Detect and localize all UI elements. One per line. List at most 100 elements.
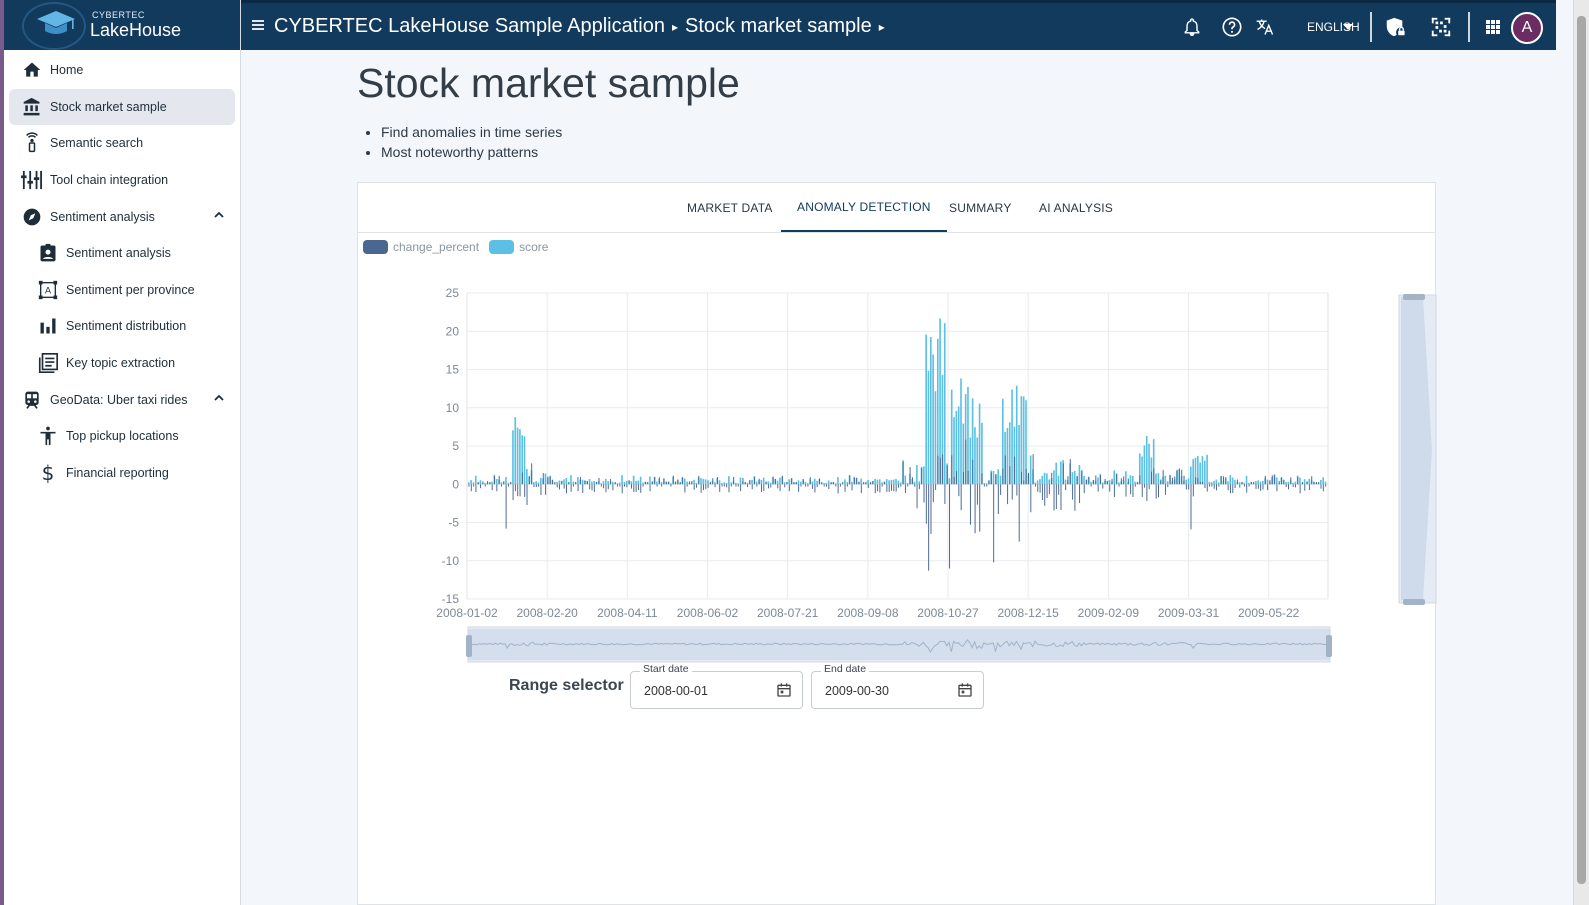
zoom-slider-vertical[interactable] bbox=[1398, 294, 1437, 605]
score-bar bbox=[906, 482, 909, 485]
change-percent-bar bbox=[1169, 475, 1171, 485]
bell-icon[interactable] bbox=[1182, 16, 1202, 38]
score-bar bbox=[1299, 477, 1301, 485]
translate-icon[interactable] bbox=[1255, 16, 1275, 38]
score-bar bbox=[495, 478, 498, 485]
sidebar-item-semantic-search[interactable]: Semantic search bbox=[9, 125, 235, 162]
sidebar-item-home[interactable]: Home bbox=[9, 52, 235, 89]
qr-scan-icon[interactable] bbox=[1430, 16, 1452, 38]
start-date-value[interactable]: 2008-00-01 bbox=[644, 684, 708, 698]
shield-lock-icon[interactable] bbox=[1384, 16, 1406, 38]
score-bar bbox=[535, 481, 537, 485]
change-percent-bar bbox=[1313, 481, 1315, 485]
change-percent-bar bbox=[784, 484, 786, 488]
change-percent-bar bbox=[765, 481, 767, 485]
apps-grid-icon[interactable] bbox=[1485, 19, 1501, 35]
chevron-up-icon[interactable] bbox=[213, 392, 225, 404]
score-bar bbox=[707, 480, 709, 485]
start-date-field[interactable]: Start date 2008-00-01 bbox=[630, 663, 803, 709]
change-percent-bar bbox=[842, 481, 844, 485]
hamburger-menu-icon[interactable] bbox=[250, 17, 266, 33]
language-select[interactable]: ENGLISH bbox=[1307, 20, 1360, 34]
zoom-slider-horizontal[interactable] bbox=[466, 626, 1332, 663]
change-percent-bar bbox=[819, 478, 821, 485]
score-bar bbox=[523, 436, 526, 485]
sidebar-item-stock-market[interactable]: Stock market sample bbox=[9, 88, 235, 126]
change-percent-bar bbox=[1195, 477, 1197, 485]
score-bar bbox=[1034, 482, 1037, 485]
change-percent-bar bbox=[1027, 472, 1029, 485]
change-percent-bar bbox=[749, 479, 751, 485]
sidebar-group-sentiment[interactable]: Sentiment analysis bbox=[9, 198, 235, 235]
sidebar-item-financial-reporting[interactable]: $ Financial reporting bbox=[9, 455, 235, 492]
change-percent-bar bbox=[1239, 484, 1241, 488]
change-percent-bar bbox=[1021, 471, 1023, 485]
change-percent-bar bbox=[1002, 468, 1004, 485]
legend-item-score[interactable]: score bbox=[489, 240, 548, 254]
y-tick-label: 5 bbox=[452, 439, 459, 453]
brand-logo[interactable]: CYBERTEC LakeHouse bbox=[4, 0, 240, 50]
change-percent-bar bbox=[800, 484, 802, 487]
chevron-up-icon[interactable] bbox=[213, 209, 225, 221]
score-bar bbox=[693, 479, 695, 485]
sidebar-item-sentiment-province[interactable]: A Sentiment per province bbox=[9, 272, 235, 309]
change-percent-bar bbox=[521, 472, 523, 485]
end-date-label: End date bbox=[821, 663, 870, 675]
legend-item-change-percent[interactable]: change_percent bbox=[363, 240, 479, 254]
sidebar-item-key-topic[interactable]: Key topic extraction bbox=[9, 345, 235, 382]
tab-ai-analysis[interactable]: AI ANALYSIS bbox=[1039, 200, 1114, 215]
end-date-value[interactable]: 2009-00-30 bbox=[825, 684, 889, 698]
score-bar bbox=[797, 480, 800, 485]
change-percent-bar bbox=[1109, 484, 1111, 492]
change-percent-bar bbox=[1288, 484, 1289, 490]
tab-summary[interactable]: SUMMARY bbox=[949, 200, 1012, 215]
breadcrumb-app[interactable]: CYBERTEC LakeHouse Sample Application bbox=[274, 15, 665, 37]
score-bar bbox=[563, 479, 565, 485]
zoom-handle-top[interactable] bbox=[1403, 294, 1425, 300]
sidebar-item-sentiment-distribution[interactable]: Sentiment distribution bbox=[9, 308, 235, 345]
score-bar bbox=[1155, 473, 1157, 485]
change-percent-bar bbox=[993, 484, 995, 563]
score-bar bbox=[997, 469, 999, 485]
change-percent-bar bbox=[958, 484, 960, 497]
tab-anomaly-detection[interactable]: ANOMALY DETECTION bbox=[781, 183, 947, 232]
score-bar bbox=[533, 481, 535, 485]
score-bar bbox=[1041, 475, 1044, 485]
score-bar bbox=[514, 417, 517, 485]
change-percent-bar bbox=[1041, 484, 1043, 501]
calendar-icon[interactable] bbox=[957, 682, 973, 698]
zoom-handle-left[interactable] bbox=[466, 635, 472, 657]
sidebar-item-top-pickup[interactable]: Top pickup locations bbox=[9, 418, 235, 455]
scrollbar-thumb[interactable] bbox=[1577, 16, 1586, 884]
dollar-icon: $ bbox=[41, 460, 55, 485]
sidebar-group-geodata[interactable]: GeoData: Uber taxi rides bbox=[9, 381, 235, 418]
change-percent-bar bbox=[533, 484, 535, 488]
calendar-icon[interactable] bbox=[776, 682, 792, 698]
score-bar bbox=[851, 481, 853, 485]
sidebar-item-tool-chain[interactable]: Tool chain integration bbox=[9, 162, 235, 199]
caret-down-icon[interactable] bbox=[1342, 23, 1354, 31]
score-bar bbox=[1025, 400, 1027, 485]
window-scrollbar[interactable] bbox=[1573, 0, 1589, 905]
zoom-handle-right[interactable] bbox=[1326, 635, 1332, 657]
x-tick-label: 2008-10-27 bbox=[917, 606, 979, 620]
change-percent-bar bbox=[1253, 481, 1255, 485]
change-percent-bar bbox=[619, 484, 621, 487]
score-bar bbox=[468, 482, 470, 485]
change-percent-bar bbox=[512, 484, 514, 501]
help-icon[interactable] bbox=[1221, 16, 1243, 38]
score-bar bbox=[558, 480, 561, 485]
avatar[interactable]: A bbox=[1511, 12, 1543, 44]
zoom-handle-bottom[interactable] bbox=[1403, 599, 1425, 605]
end-date-field[interactable]: End date 2009-00-30 bbox=[811, 663, 984, 709]
sidebar-item-sentiment-analysis[interactable]: Sentiment analysis bbox=[9, 235, 235, 272]
change-percent-bar bbox=[1174, 476, 1176, 485]
breadcrumb-page[interactable]: Stock market sample bbox=[684, 15, 872, 37]
score-bar bbox=[860, 478, 862, 485]
score-bar bbox=[1071, 472, 1074, 485]
x-tick-label: 2009-05-22 bbox=[1238, 606, 1300, 620]
change-percent-bar bbox=[682, 477, 684, 485]
x-tick-label: 2008-12-15 bbox=[997, 606, 1059, 620]
tab-market-data[interactable]: MARKET DATA bbox=[687, 200, 773, 215]
change-percent-bar bbox=[1062, 463, 1064, 485]
